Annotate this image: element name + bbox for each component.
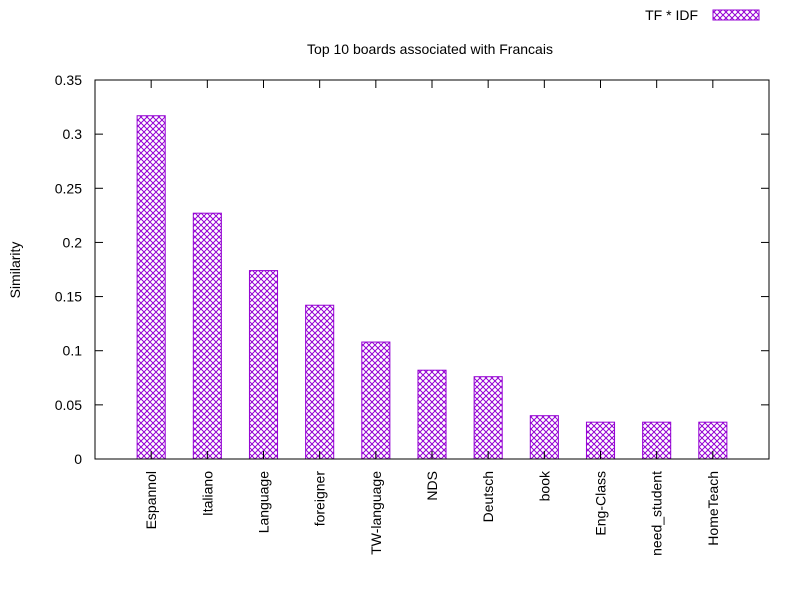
plot-frame bbox=[94, 79, 770, 460]
bar bbox=[192, 212, 222, 460]
y-tick-label: 0.25 bbox=[55, 180, 82, 196]
y-tick-label: 0.05 bbox=[55, 397, 82, 413]
legend: TF * IDF bbox=[645, 7, 760, 23]
y-tick-label: 0.2 bbox=[63, 234, 83, 250]
x-tick-label: Eng-Class bbox=[593, 471, 609, 536]
bar bbox=[473, 376, 503, 460]
y-tick-label: 0.15 bbox=[55, 289, 82, 305]
x-tick-label: need_student bbox=[649, 471, 665, 556]
x-tick-label: Italiano bbox=[199, 471, 215, 516]
bar bbox=[305, 304, 335, 460]
plot-area: 0 0.05 0.1 0.15 0.2 0.25 0.3 0.35 Espannol Itali… bbox=[55, 72, 770, 556]
legend-swatch bbox=[712, 9, 760, 21]
x-tick-label: foreigner bbox=[312, 471, 328, 527]
x-tick-label: Espannol bbox=[143, 471, 159, 529]
x-tick-label: book bbox=[536, 470, 552, 501]
x-tick-label: Deutsch bbox=[480, 471, 496, 522]
x-tick-label: TW-language bbox=[368, 471, 384, 555]
y-tick-label: 0.1 bbox=[63, 343, 83, 359]
x-tick-label: HomeTeach bbox=[705, 471, 721, 546]
bar bbox=[417, 369, 447, 460]
y-tick-label: 0.35 bbox=[55, 72, 82, 88]
y-tick-label: 0.3 bbox=[63, 126, 83, 142]
x-tick-label: Language bbox=[256, 471, 272, 534]
y-axis-label: Similarity bbox=[7, 242, 23, 299]
x-axis-ticks: Espannol Italiano Language foreigner TW-lang… bbox=[143, 80, 721, 556]
bar bbox=[248, 270, 279, 460]
x-tick-label: NDS bbox=[424, 471, 440, 501]
bars bbox=[136, 115, 728, 460]
y-axis-ticks: 0 0.05 0.1 0.15 0.2 0.25 0.3 0.35 bbox=[55, 72, 769, 467]
y-tick-label: 0 bbox=[74, 451, 82, 467]
chart-title: Top 10 boards associated with Francais bbox=[307, 41, 553, 57]
legend-label: TF * IDF bbox=[645, 7, 698, 23]
bar bbox=[136, 115, 166, 460]
bar bbox=[361, 341, 391, 460]
